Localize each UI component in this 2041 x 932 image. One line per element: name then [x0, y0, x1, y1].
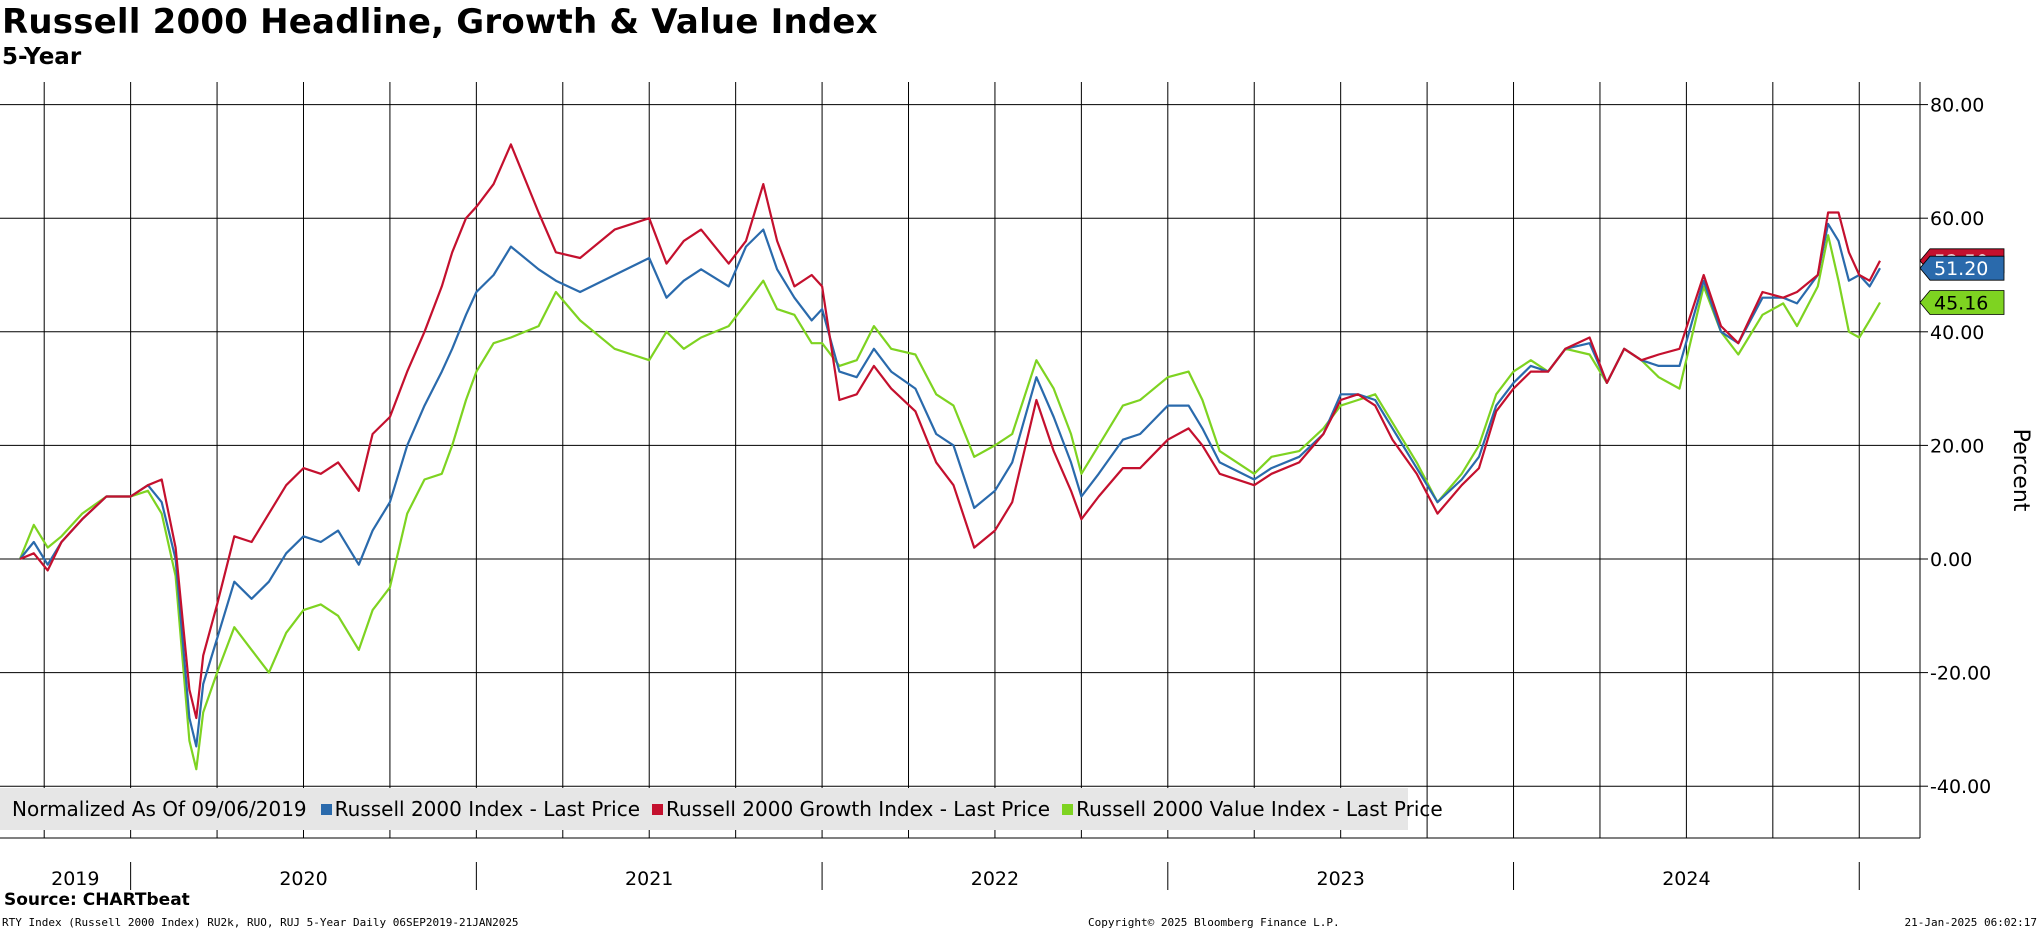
legend-swatch — [652, 803, 663, 815]
x-tick-label: 2023 — [1316, 868, 1364, 890]
x-tick-label: 2021 — [625, 868, 673, 890]
plot-background — [0, 82, 1920, 838]
legend-label: Russell 2000 Index - Last Price — [334, 797, 640, 821]
legend-label: Russell 2000 Value Index - Last Price — [1076, 797, 1443, 821]
x-tick-label: 2024 — [1662, 868, 1710, 890]
last-value-badge-label: 51.20 — [1934, 258, 1988, 280]
last-value-badge-shape — [1919, 255, 2005, 281]
last-value-badge: 51.20 — [1919, 255, 2005, 281]
y-tick-label: 20.00 — [1930, 435, 1984, 457]
source-label: Source: CHARTbeat — [4, 890, 190, 910]
footer-copyright: Copyright© 2025 Bloomberg Finance L.P. — [1088, 916, 1340, 929]
x-tick-label: 2019 — [51, 868, 99, 890]
chart-subtitle: 5-Year — [2, 44, 82, 70]
last-value-badge-shape — [1919, 290, 2005, 315]
x-tick-label: 2022 — [971, 868, 1019, 890]
y-tick-label: 0.00 — [1930, 549, 1972, 571]
y-tick-label: 60.00 — [1930, 208, 1984, 230]
y-tick-label: 80.00 — [1930, 95, 1984, 117]
chart-title: Russell 2000 Headline, Growth & Value In… — [2, 2, 878, 42]
y-axis: -40.00 -20.00 0.00 20.00 40.00 60.00 80.00 — [1920, 95, 1991, 798]
y-tick-label: -20.00 — [1930, 663, 1991, 685]
legend: Normalized As Of 09/06/2019 Russell 2000… — [0, 788, 1443, 830]
y-tick-label: -40.00 — [1930, 776, 1991, 798]
x-axis: 2019 2020 2021 2022 2023 2024 — [0, 837, 1920, 890]
legend-swatch — [320, 803, 332, 815]
last-value-badge-label: 45.16 — [1934, 292, 1988, 314]
legend-item-russell-2000-value[interactable]: Russell 2000 Value Index - Last Price — [1062, 797, 1443, 821]
y-axis-label: Percent — [2008, 429, 2033, 512]
legend-item-russell-2000[interactable]: Russell 2000 Index - Last Price — [320, 797, 640, 821]
footer-timestamp: 21-Jan-2025 06:02:17 — [1904, 916, 2037, 929]
legend-item-russell-2000-growth[interactable]: Russell 2000 Growth Index - Last Price — [652, 797, 1050, 821]
grid — [0, 82, 1920, 838]
legend-swatch — [1062, 803, 1074, 815]
legend-note: Normalized As Of 09/06/2019 — [12, 797, 307, 821]
series-lines — [18, 143, 1881, 771]
series-line-russell-2000-growth-index-last-price — [19, 143, 1881, 720]
last-value-badge: 45.16 — [1919, 290, 2005, 315]
legend-label: Russell 2000 Growth Index - Last Price — [666, 797, 1051, 821]
y-tick-label: 40.00 — [1930, 322, 1984, 344]
x-tick-label: 2020 — [279, 868, 327, 890]
footer-ticker-info: RTY Index (Russell 2000 Index) RU2k, RUO… — [2, 916, 519, 929]
